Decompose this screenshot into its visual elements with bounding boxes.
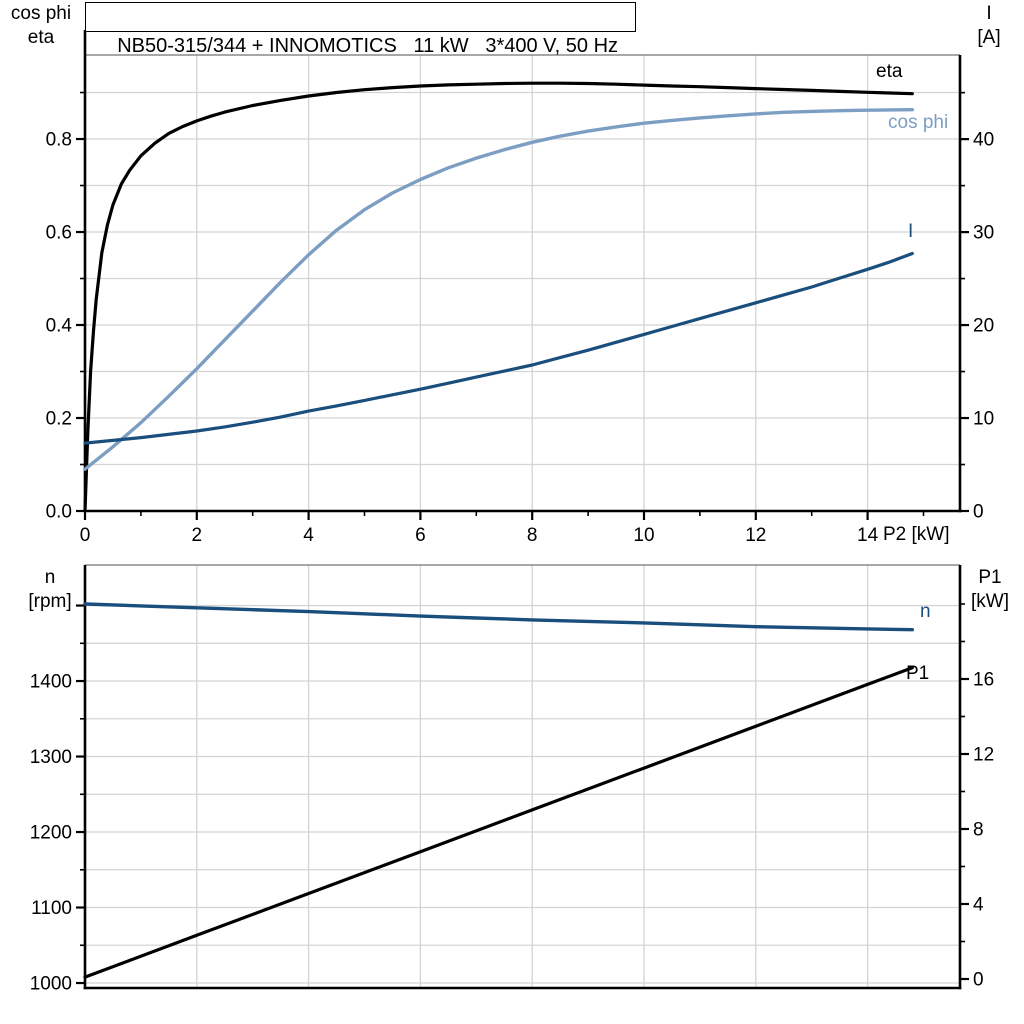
tick-label: 8: [973, 820, 984, 841]
tick-label: 12: [973, 745, 994, 766]
tick-label: 0: [973, 970, 984, 991]
speed-axis-unit: [rpm]: [28, 591, 72, 612]
speed-axis-label: n: [44, 567, 56, 588]
tick-label: 2: [192, 525, 203, 546]
chart-title-box: NB50-315/344 + INNOMOTICS 11 kW 3*400 V,…: [85, 2, 636, 57]
p1-curve-label: P1: [906, 663, 930, 684]
tick-label: 6: [415, 525, 426, 546]
bottom-left-axis-title: n [rpm]: [12, 566, 88, 614]
p1-axis-unit: [kW]: [971, 591, 1009, 612]
eta-axis-label: eta: [27, 27, 55, 48]
tick-label: 20: [973, 316, 994, 337]
tick-label: 4: [973, 895, 984, 916]
current-axis-unit: [A]: [977, 27, 1001, 48]
bottom-right-axis-title: P1 [kW]: [958, 566, 1022, 614]
eta-curve: [83, 81, 914, 513]
x-axis-unit-label: P2 [kW]: [883, 524, 950, 545]
tick-label: 0.0: [46, 502, 72, 523]
tick-label: 10: [633, 525, 654, 546]
I-curve: [83, 251, 914, 445]
speed-curve-label: n: [920, 601, 931, 622]
cos-phi-curve: [83, 108, 914, 471]
tick-label: 4: [303, 525, 314, 546]
n-curve: [83, 602, 914, 632]
tick-label: 30: [973, 223, 994, 244]
efficiency-cosphi-current-vs-p2-group: 0.0 0.2 0.4 0.6 0.8 0 10 20 30 40 0 2 4 6 8 10 12 14: [46, 30, 994, 546]
tick-label: 10: [973, 409, 994, 430]
tick-label: 0.6: [46, 223, 72, 244]
tick-label: 0: [80, 525, 91, 546]
cos-phi-axis-label: cos phi: [10, 3, 72, 24]
current-curve-label: I: [908, 221, 914, 242]
tick-label: 0: [973, 502, 984, 523]
tick-label: 1000: [30, 974, 72, 995]
tick-label: 0.8: [46, 130, 72, 151]
tick-label: 0.4: [46, 316, 73, 337]
top-right-axis-title: I [A]: [958, 2, 1020, 50]
top-left-axis-title: cos phi eta: [2, 2, 80, 50]
p1-axis-label: P1: [978, 567, 1002, 588]
tick-label: 12: [745, 525, 766, 546]
tick-label: 40: [973, 130, 994, 151]
tick-label: 1200: [30, 823, 72, 844]
P1-curve: [83, 666, 914, 979]
chart-title: NB50-315/344 + INNOMOTICS 11 kW 3*400 V,…: [117, 35, 619, 57]
cos-phi-curve-label: cos phi: [888, 112, 949, 133]
tick-label: 1300: [30, 747, 72, 768]
current-axis-label: I: [986, 3, 992, 24]
speed-p1-vs-p2-group: 1000 1100 1200 1300 1400 0 4 8 12 16: [30, 564, 994, 995]
tick-label: 1100: [31, 898, 72, 919]
tick-label: 1400: [30, 672, 72, 693]
eta-curve-label: eta: [876, 61, 903, 82]
tick-label: 16: [973, 670, 994, 691]
tick-label: 14: [857, 525, 879, 546]
tick-label: 0.2: [46, 409, 72, 430]
tick-label: 8: [527, 525, 538, 546]
